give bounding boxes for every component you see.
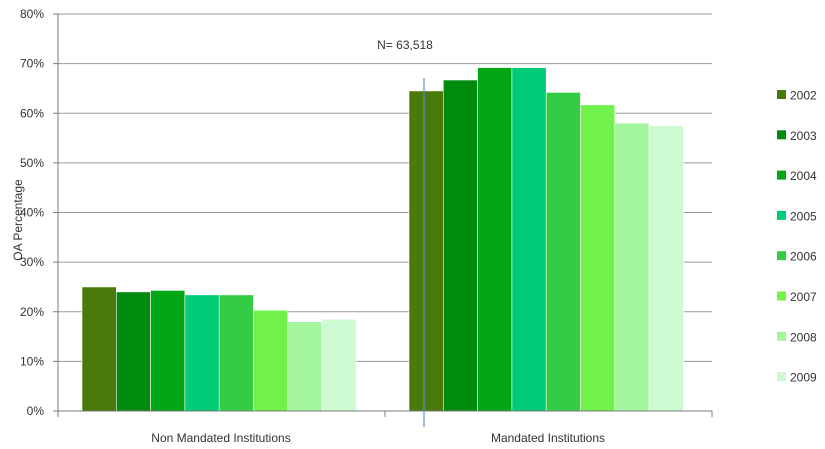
y-axis-label: OA Percentage xyxy=(11,179,25,261)
legend-label: 2009 xyxy=(790,371,817,385)
legend-swatch xyxy=(777,210,786,220)
annotation-label: N= 63,518 xyxy=(377,38,433,52)
legend-label: 2002 xyxy=(790,89,817,103)
legend-swatch xyxy=(777,372,786,382)
bar-2005-non-mandated xyxy=(184,294,220,412)
legend-label: 2007 xyxy=(790,290,817,304)
y-tick-label: 40% xyxy=(20,206,44,220)
legend-label: 2003 xyxy=(790,129,817,143)
y-tick-label: 60% xyxy=(20,106,44,120)
legend-swatch xyxy=(777,170,786,180)
y-tick-label: 0% xyxy=(27,404,45,418)
bar-2009-non-mandated xyxy=(321,318,357,412)
y-tick-label: 30% xyxy=(20,255,44,269)
bar-2002-mandated xyxy=(408,90,444,412)
legend-swatch xyxy=(777,130,786,140)
legend-label: 2005 xyxy=(790,209,817,223)
legend-swatch xyxy=(777,331,786,341)
bar-2005-mandated xyxy=(511,67,547,412)
legend-label: 2004 xyxy=(790,169,817,183)
bar-2004-mandated xyxy=(477,67,513,412)
legend-label: 2006 xyxy=(790,250,817,264)
bar-2006-non-mandated xyxy=(218,294,254,412)
bar-2002-non-mandated xyxy=(81,286,117,412)
y-tick-label: 10% xyxy=(20,354,44,368)
legend-swatch xyxy=(777,90,786,99)
bar-2006-mandated xyxy=(545,92,581,412)
y-tick-label: 80% xyxy=(20,7,44,21)
bar-2007-non-mandated xyxy=(253,309,289,412)
legend-swatch xyxy=(777,251,786,261)
y-tick-label: 50% xyxy=(20,156,44,170)
bar-2008-mandated xyxy=(614,122,650,412)
legend: 2002 2003 2004 2005 2006 2007 2008 2009 xyxy=(777,89,817,385)
legend-label: 2008 xyxy=(790,330,817,344)
bar-2003-non-mandated xyxy=(116,291,151,412)
axes: 0% 10% 20% 30% 40% 50% 60% 70% 80% Non Mandated I… xyxy=(20,7,713,445)
x-category-label: Mandated Institutions xyxy=(491,431,605,445)
bar-2009-mandated xyxy=(648,125,684,412)
legend-swatch xyxy=(777,291,786,301)
y-tick-label: 70% xyxy=(20,57,44,71)
bars xyxy=(81,67,684,412)
bar-2004-non-mandated xyxy=(150,290,186,412)
y-tick-label: 20% xyxy=(20,305,44,319)
x-category-label: Non Mandated Institutions xyxy=(151,431,290,445)
bar-2003-mandated xyxy=(442,79,478,412)
bar-2007-mandated xyxy=(580,104,616,412)
bar-2008-non-mandated xyxy=(287,321,323,412)
